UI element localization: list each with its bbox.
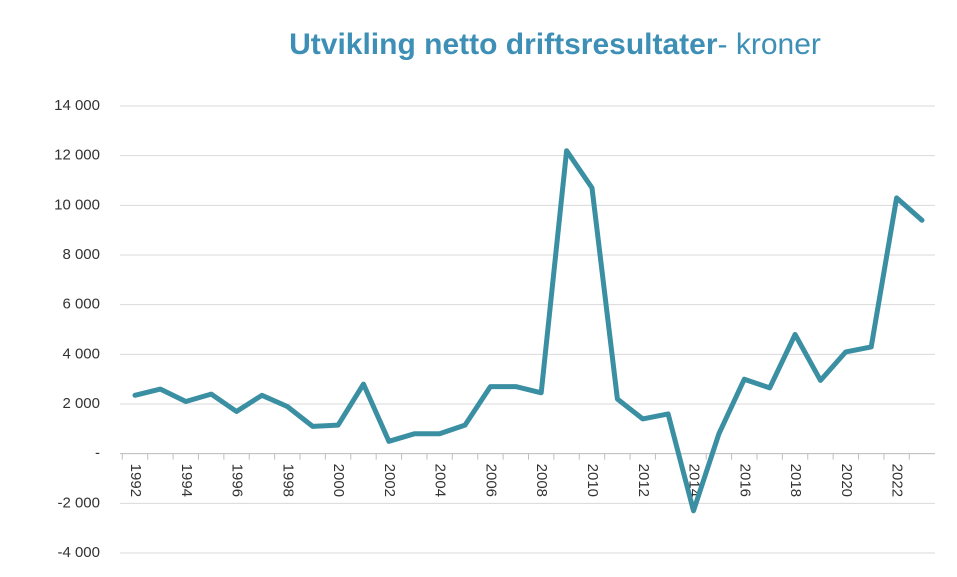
y-tick-label: 12 000 [54,147,100,164]
y-tick-label: 10 000 [54,196,100,213]
x-tick-label: 2018 [787,464,804,497]
x-tick-label: 2010 [584,464,601,497]
x-tick-label: 1998 [279,464,296,497]
y-tick-label: - [95,445,100,462]
y-tick-label: -4 000 [57,544,100,561]
x-tick-label: 2008 [533,464,550,497]
y-tick-label: 6 000 [62,296,100,313]
y-tick-label: 8 000 [62,246,100,263]
x-tick-label: 2016 [736,464,753,497]
x-tick-label: 1992 [127,464,144,497]
x-tick-label: 2020 [838,464,855,497]
y-tick-label: -2 000 [57,494,100,511]
x-tick-label: 2022 [889,464,906,497]
x-tick-label: 2002 [381,464,398,497]
x-tick-label: 1994 [178,464,195,497]
x-tick-label: 2004 [432,464,449,497]
x-tick-label: 2006 [482,464,499,497]
x-tick-label: 1996 [229,464,246,497]
title-main: Utvikling netto driftsresultater [289,28,718,61]
x-tick-label: 2000 [330,464,347,497]
title-suffix: - kroner [718,28,821,61]
y-tick-label: 4 000 [62,345,100,362]
y-tick-label: 2 000 [62,395,100,412]
x-tick-label: 2012 [635,464,652,497]
y-tick-label: 14 000 [54,97,100,114]
data-line [132,148,925,514]
chart-title: Utvikling netto driftsresultater- kroner [289,28,821,61]
